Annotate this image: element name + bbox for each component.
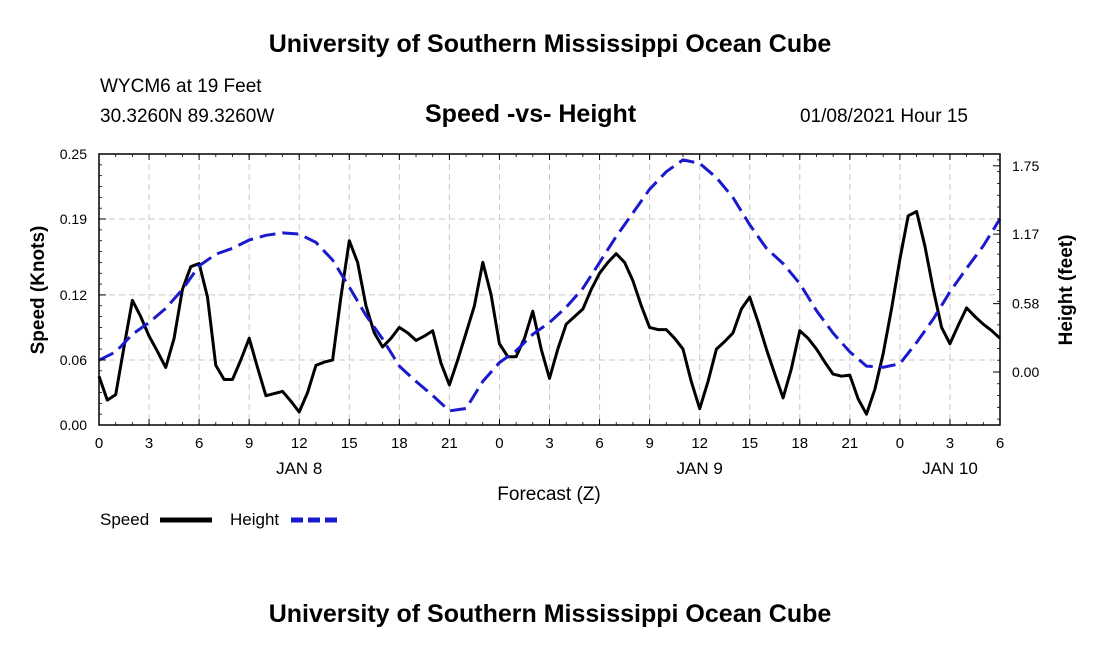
datetime-label: 01/08/2021 Hour 15 (800, 106, 968, 127)
x-day-label: JAN 10 (922, 459, 978, 478)
x-tick-label: 18 (391, 435, 408, 452)
footer-title: University of Southern Mississippi Ocean… (268, 600, 832, 628)
legend: Speed Height (100, 510, 342, 529)
x-tick-label: 15 (741, 435, 758, 452)
x-tick-label: 3 (545, 435, 553, 452)
y-right-tick-label: 0.58 (1012, 296, 1039, 312)
y-left-tick-label: 0.06 (60, 352, 87, 368)
x-tick-label: 0 (495, 435, 503, 452)
x-tick-label: 0 (896, 435, 904, 452)
header-title: University of Southern Mississippi Ocean… (268, 30, 832, 58)
x-tick-label: 18 (791, 435, 808, 452)
x-tick-label: 9 (245, 435, 253, 452)
coordinates-label: 30.3260N 89.3260W (100, 106, 275, 127)
x-tick-label: 21 (441, 435, 458, 452)
height-series-line (98, 158, 1002, 413)
legend-height-label: Height (230, 510, 279, 529)
x-tick-label: 15 (341, 435, 358, 452)
y-left-tick-label: 0.00 (60, 417, 87, 433)
x-tick-label: 6 (996, 435, 1004, 452)
y-axis-right-title: Height (feet) (1056, 235, 1077, 346)
y-right-tick-label: 0.00 (1012, 364, 1039, 380)
x-tick-label: 3 (946, 435, 954, 452)
x-tick-label: 12 (291, 435, 308, 452)
speed-series-line (97, 210, 1002, 416)
x-day-label: JAN 9 (677, 459, 723, 478)
x-tick-label: 6 (195, 435, 203, 452)
x-tick-label: 0 (95, 435, 103, 452)
y-right-tick-label: 1.17 (1012, 226, 1039, 242)
x-tick-label: 3 (145, 435, 153, 452)
y-left-tick-label: 0.25 (60, 146, 87, 162)
x-axis-title: Forecast (Z) (497, 484, 600, 505)
y-axis-left-title: Speed (Knots) (28, 226, 49, 355)
station-label: WYCM6 at 19 Feet (100, 76, 262, 97)
x-tick-label: 12 (691, 435, 708, 452)
chart-grid (99, 154, 1000, 425)
y-left-tick-label: 0.12 (60, 287, 87, 303)
x-tick-label: 21 (841, 435, 858, 452)
y-left-tick-label: 0.19 (60, 211, 87, 227)
x-day-label: JAN 8 (276, 459, 322, 478)
x-tick-label: 6 (595, 435, 603, 452)
x-tick-label: 9 (645, 435, 653, 452)
chart-axes: 0 3 6 9 12 15 18 21 0 3 6 9 12 15 18 21 0 3 6 JAN 8 JAN 9 JAN… (60, 146, 1040, 478)
chart-title: Speed -vs- Height (425, 100, 637, 128)
chart-series-layer (97, 158, 1002, 416)
legend-speed-label: Speed (100, 510, 149, 529)
y-right-tick-label: 1.75 (1012, 158, 1039, 174)
